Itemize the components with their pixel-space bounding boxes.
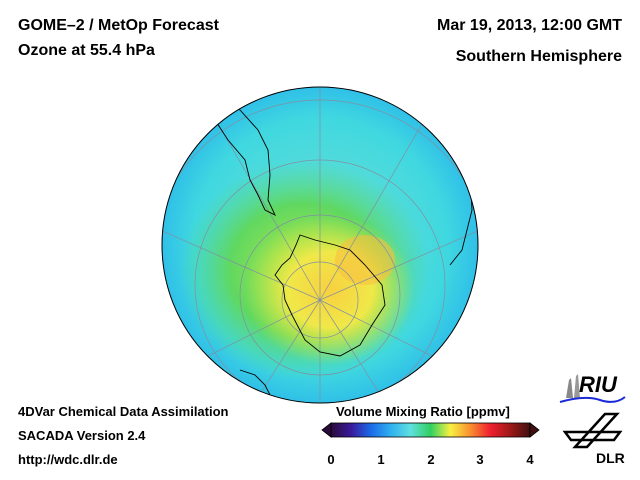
colorbar-min-arrow: [321, 422, 332, 438]
colorbar-title: Volume Mixing Ratio [ppmv]: [336, 404, 510, 419]
colorbar-tick: 0: [327, 452, 335, 467]
version-label: SACADA Version 2.4: [18, 428, 146, 443]
dlr-logo: [562, 412, 623, 449]
region-label: Southern Hemisphere: [455, 48, 622, 65]
globe-outline: [161, 86, 479, 404]
colorbar-tick: 3: [476, 452, 484, 467]
riu-logo: [559, 374, 626, 403]
website-link[interactable]: http://wdc.dlr.de: [18, 452, 118, 467]
date-label: Mar 19, 2013, 12:00 GMT: [437, 17, 622, 34]
colorbar-tick: 1: [377, 452, 385, 467]
title: GOME–2 / MetOp Forecast: [18, 17, 219, 34]
yellow-ozone-band: [245, 215, 415, 365]
colorbar-max-arrow: [529, 422, 540, 438]
colorbar-tick: 2: [427, 452, 435, 467]
subtitle: Ozone at 55.4 hPa: [18, 42, 155, 59]
colorbar-tick: 4: [526, 452, 534, 467]
dlr-logo-text: DLR: [596, 450, 625, 466]
colorbar: [330, 422, 531, 438]
assimilation-label: 4DVar Chemical Data Assimilation: [18, 404, 229, 419]
riu-logo-text: RIU: [579, 372, 617, 397]
